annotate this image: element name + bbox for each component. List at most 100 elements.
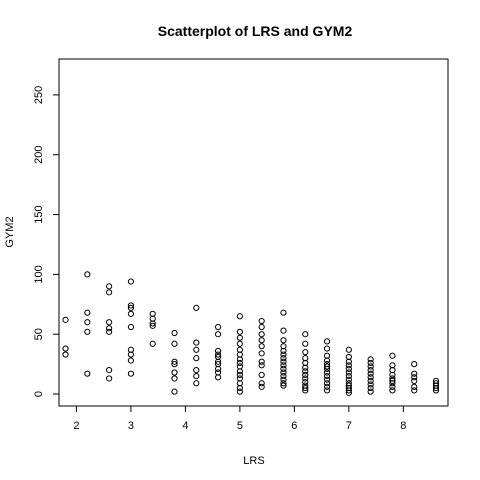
- data-point: [367, 377, 374, 384]
- data-point: [389, 387, 396, 394]
- data-point: [302, 349, 309, 356]
- data-point: [323, 369, 331, 376]
- data-point: [280, 369, 287, 376]
- data-point: [323, 372, 331, 380]
- data-point: [171, 340, 178, 347]
- data-point: [106, 283, 113, 290]
- data-point: [193, 380, 200, 387]
- data-point: [214, 323, 222, 331]
- data-point: [280, 355, 287, 362]
- data-point: [367, 381, 374, 388]
- data-point: [432, 387, 440, 394]
- data-point: [345, 362, 352, 369]
- data-point: [171, 361, 178, 368]
- data-point: [258, 337, 265, 344]
- data-point: [258, 362, 265, 369]
- data-point: [345, 376, 352, 383]
- data-point: [280, 382, 287, 389]
- data-point: [127, 357, 135, 364]
- data-point: [302, 384, 309, 392]
- data-point: [367, 359, 374, 367]
- x-tick-label: 8: [400, 420, 406, 432]
- data-point: [302, 340, 309, 347]
- data-point: [127, 323, 135, 331]
- data-point: [214, 351, 222, 358]
- data-point: [127, 370, 135, 377]
- data-point: [323, 357, 331, 364]
- data-point: [411, 374, 418, 381]
- data-point: [280, 337, 287, 344]
- data-point: [302, 371, 309, 378]
- data-point: [149, 320, 156, 327]
- x-tick-label: 2: [73, 420, 79, 432]
- data-point: [171, 358, 178, 365]
- data-point: [193, 355, 200, 362]
- y-tick-label: 100: [33, 265, 45, 283]
- data-point: [345, 358, 352, 365]
- data-point: [236, 334, 243, 341]
- data-point: [323, 363, 331, 370]
- data-point: [302, 331, 309, 338]
- data-point: [106, 325, 113, 332]
- data-point: [258, 380, 265, 387]
- data-point: [127, 278, 135, 285]
- data-point: [302, 387, 309, 394]
- data-point: [411, 387, 418, 394]
- data-point: [302, 364, 309, 371]
- data-point: [171, 369, 178, 376]
- data-point: [367, 384, 374, 392]
- data-point: [236, 328, 243, 335]
- data-point: [280, 372, 287, 380]
- data-point: [214, 358, 222, 365]
- data-point: [84, 271, 91, 278]
- data-point: [62, 345, 69, 352]
- x-tick-label: 7: [346, 420, 352, 432]
- data-point: [411, 383, 418, 390]
- data-point: [258, 331, 265, 338]
- x-axis: 2 3 4 5 6 7 8: [73, 405, 406, 432]
- data-point: [367, 370, 374, 377]
- data-point: [236, 356, 243, 363]
- data-point: [345, 346, 352, 353]
- y-tick-label: 200: [33, 146, 45, 164]
- data-point: [106, 367, 113, 374]
- data-point: [149, 340, 156, 347]
- data-point: [258, 343, 265, 350]
- data-point: [345, 387, 352, 394]
- data-point: [106, 289, 113, 296]
- data-point: [127, 302, 135, 309]
- data-point: [127, 310, 135, 317]
- data-point: [411, 361, 418, 368]
- data-point: [432, 384, 440, 392]
- data-point: [411, 370, 418, 377]
- data-point: [258, 350, 265, 357]
- data-point: [258, 371, 265, 378]
- data-point: [171, 388, 178, 395]
- data-point: [127, 304, 135, 311]
- data-points: [62, 271, 440, 396]
- x-tick-label: 5: [237, 420, 243, 432]
- data-point: [302, 368, 309, 375]
- data-point: [280, 327, 287, 334]
- data-point: [323, 387, 331, 394]
- y-tick-label: 250: [33, 86, 45, 104]
- x-tick-label: 3: [128, 420, 134, 432]
- data-point: [323, 345, 331, 352]
- data-point: [214, 374, 222, 381]
- data-point: [280, 365, 287, 373]
- data-point: [171, 329, 178, 337]
- data-point: [345, 389, 352, 396]
- data-point: [214, 365, 222, 373]
- data-point: [280, 351, 287, 358]
- y-tick-label: 50: [33, 328, 45, 340]
- y-tick-label: 0: [33, 391, 45, 397]
- data-point: [193, 372, 200, 380]
- y-axis: 0 50 100 150 200 250: [33, 86, 60, 397]
- data-point: [323, 383, 331, 390]
- data-point: [280, 358, 287, 365]
- data-point: [149, 322, 156, 329]
- data-point: [214, 347, 222, 355]
- data-point: [236, 388, 243, 395]
- data-point: [193, 367, 200, 374]
